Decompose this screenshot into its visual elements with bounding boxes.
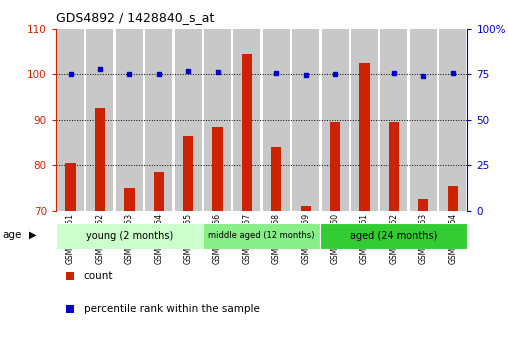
Bar [263, 29, 290, 211]
Bar [292, 29, 319, 211]
Bar [56, 223, 203, 249]
Bar [330, 122, 340, 211]
Bar [66, 163, 76, 211]
Text: aged (24 months): aged (24 months) [350, 231, 437, 241]
Bar [153, 172, 164, 211]
Bar [116, 29, 143, 211]
Text: middle aged (12 months): middle aged (12 months) [208, 232, 315, 240]
Bar [389, 122, 399, 211]
Bar [86, 29, 113, 211]
Text: ▶: ▶ [29, 230, 37, 240]
Bar [183, 136, 193, 211]
Bar [124, 188, 135, 211]
Bar [271, 147, 281, 211]
Bar [95, 109, 105, 211]
Bar [380, 29, 407, 211]
Bar [359, 63, 370, 211]
Bar [203, 223, 321, 249]
Bar [448, 185, 458, 211]
Text: percentile rank within the sample: percentile rank within the sample [84, 303, 260, 314]
Bar [322, 29, 348, 211]
Text: young (2 months): young (2 months) [86, 231, 173, 241]
Bar [233, 29, 261, 211]
Bar [57, 29, 84, 211]
Bar [321, 223, 467, 249]
Text: GDS4892 / 1428840_s_at: GDS4892 / 1428840_s_at [56, 11, 214, 24]
Text: age: age [3, 230, 22, 240]
Bar [175, 29, 202, 211]
Bar [351, 29, 378, 211]
Bar [242, 54, 252, 211]
Bar [204, 29, 231, 211]
Bar [439, 29, 466, 211]
Bar [410, 29, 437, 211]
Text: count: count [84, 271, 113, 281]
Bar [418, 199, 428, 211]
Bar [145, 29, 172, 211]
Bar [212, 127, 223, 211]
Bar [301, 206, 311, 211]
